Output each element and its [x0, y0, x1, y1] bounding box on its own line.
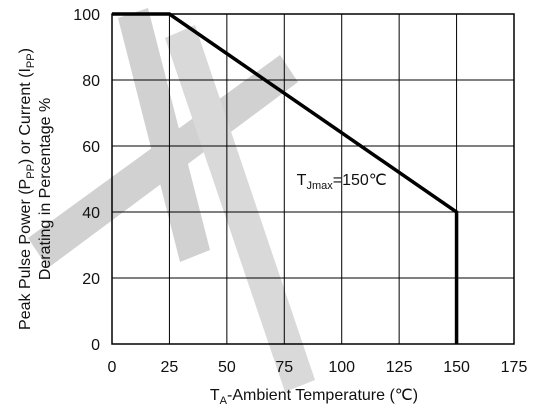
- y-axis-title-line2: Derating in Percentage %: [37, 98, 54, 280]
- y-axis-title: Peak Pulse Power (PPP) or Current (IPP) …: [17, 48, 54, 330]
- x-tick-label-0: 0: [108, 359, 117, 376]
- y-axis-title-part-0: Peak Pulse Power (P: [17, 179, 34, 330]
- annotation-pre: T: [297, 172, 307, 189]
- y-tick-label-40: 40: [82, 205, 100, 222]
- y-axis-title-part-2: ) or Current (I: [17, 68, 34, 164]
- x-axis-title: TA-Ambient Temperature (℃): [210, 387, 418, 407]
- x-tick-label-25: 25: [161, 359, 179, 376]
- y-tick-label-0: 0: [91, 337, 100, 354]
- y-tick-label-20: 20: [82, 271, 100, 288]
- watermark-logo: [28, 8, 315, 392]
- y-axis-title-line1: Peak Pulse Power (PPP) or Current (IPP): [17, 48, 37, 330]
- annotation-sub: Jmax: [306, 180, 333, 192]
- x-axis-title-post: -Ambient Temperature (℃): [227, 387, 418, 404]
- x-axis-title-pre: T: [210, 387, 220, 404]
- annotation-post: =150℃: [333, 172, 387, 189]
- y-tick-label-100: 100: [73, 7, 100, 24]
- x-tick-label-75: 75: [275, 359, 293, 376]
- y-axis-title-part-3: PP: [25, 53, 37, 68]
- y-axis-title-part-4: ): [17, 48, 34, 53]
- x-tick-label-175: 175: [501, 359, 528, 376]
- y-tick-label-60: 60: [82, 139, 100, 156]
- x-tick-label-100: 100: [328, 359, 355, 376]
- x-tick-labels: 0 25 50 75 100 125 150 175: [108, 359, 528, 376]
- y-tick-label-80: 80: [82, 73, 100, 90]
- x-tick-label-150: 150: [443, 359, 470, 376]
- y-tick-labels: 0 20 40 60 80 100: [73, 7, 100, 354]
- x-tick-label-125: 125: [386, 359, 413, 376]
- y-axis-title-part-1: PP: [25, 164, 37, 179]
- x-tick-label-50: 50: [218, 359, 236, 376]
